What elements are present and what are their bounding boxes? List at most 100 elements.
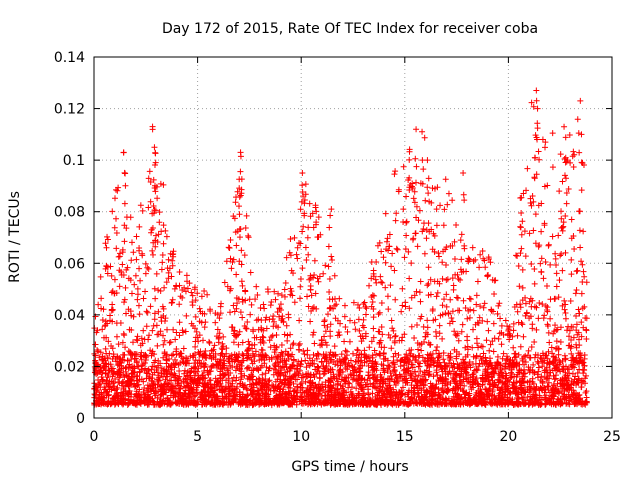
data-point-435 bbox=[559, 267, 566, 274]
data-point-27 bbox=[108, 272, 115, 279]
data-point-2588 bbox=[522, 352, 529, 359]
data-point-4297 bbox=[552, 365, 559, 372]
data-point-1903 bbox=[575, 306, 582, 313]
data-point-4705 bbox=[197, 396, 204, 403]
data-point-4492 bbox=[330, 371, 337, 378]
data-point-2132 bbox=[310, 304, 317, 311]
data-point-2173 bbox=[239, 314, 246, 321]
data-point-2627 bbox=[510, 320, 517, 327]
data-point-2928 bbox=[470, 326, 477, 333]
data-point-2707 bbox=[318, 337, 325, 344]
data-point-4775 bbox=[355, 358, 362, 365]
data-point-3529 bbox=[252, 398, 259, 405]
data-point-4518 bbox=[215, 378, 222, 385]
data-point-4446 bbox=[400, 362, 407, 369]
data-point-4417 bbox=[329, 375, 336, 382]
data-point-2743 bbox=[276, 305, 283, 312]
data-point-2289 bbox=[410, 235, 417, 242]
data-point-3123 bbox=[131, 398, 138, 405]
data-point-172 bbox=[296, 340, 303, 347]
data-point-4288 bbox=[419, 397, 426, 404]
data-point-1663 bbox=[485, 271, 492, 278]
data-point-4754 bbox=[207, 352, 214, 359]
data-point-1784 bbox=[432, 316, 439, 323]
data-point-2904 bbox=[411, 188, 418, 195]
data-point-1717 bbox=[389, 360, 396, 367]
data-point-1161 bbox=[263, 325, 270, 332]
data-point-2017 bbox=[531, 266, 538, 273]
data-point-4091 bbox=[257, 364, 264, 371]
y-tick-label-5: 0.1 bbox=[63, 153, 85, 169]
data-point-4419 bbox=[219, 395, 226, 402]
data-point-1307 bbox=[435, 253, 442, 260]
data-point-2215 bbox=[576, 336, 583, 343]
data-point-4118 bbox=[96, 391, 103, 398]
data-point-4889 bbox=[562, 309, 569, 316]
data-point-2518 bbox=[453, 332, 460, 339]
data-point-1567 bbox=[239, 339, 246, 346]
data-point-3936 bbox=[436, 352, 443, 359]
data-point-1469 bbox=[561, 123, 568, 130]
data-point-2844 bbox=[406, 186, 413, 193]
data-point-2499 bbox=[305, 303, 312, 310]
data-point-4523 bbox=[404, 401, 411, 408]
data-point-2002 bbox=[133, 256, 140, 263]
data-point-1854 bbox=[141, 384, 148, 391]
data-point-935 bbox=[425, 292, 432, 299]
data-point-614 bbox=[417, 298, 424, 305]
data-point-1498 bbox=[445, 310, 452, 317]
data-point-2109 bbox=[487, 341, 494, 348]
data-point-4204 bbox=[427, 380, 434, 387]
data-point-489 bbox=[568, 271, 575, 278]
data-point-4227 bbox=[225, 365, 232, 372]
data-point-4157 bbox=[175, 393, 182, 400]
data-point-2921 bbox=[573, 268, 580, 275]
data-point-4661 bbox=[289, 351, 296, 358]
data-point-1642 bbox=[421, 338, 428, 345]
data-point-248 bbox=[579, 261, 586, 268]
data-point-2842 bbox=[294, 255, 301, 262]
data-point-4358 bbox=[518, 386, 525, 393]
data-point-4554 bbox=[439, 396, 446, 403]
data-point-1351 bbox=[391, 171, 398, 178]
data-point-1324 bbox=[424, 317, 431, 324]
data-point-4391 bbox=[308, 372, 315, 379]
data-point-3507 bbox=[109, 373, 116, 380]
data-point-1213 bbox=[350, 299, 357, 306]
data-point-385 bbox=[194, 290, 201, 297]
data-point-1482 bbox=[409, 185, 416, 192]
data-point-1998 bbox=[232, 194, 239, 201]
data-point-1511 bbox=[388, 317, 395, 324]
data-point-3539 bbox=[262, 370, 269, 377]
data-point-1811 bbox=[574, 267, 581, 274]
data-point-2460 bbox=[528, 343, 535, 350]
data-point-4643 bbox=[321, 370, 328, 377]
data-point-4773 bbox=[370, 380, 377, 387]
data-point-4723 bbox=[218, 366, 225, 373]
data-point-4025 bbox=[374, 391, 381, 398]
data-point-2510 bbox=[371, 347, 378, 354]
data-point-697 bbox=[153, 270, 160, 277]
data-point-1836 bbox=[583, 327, 590, 334]
data-point-2729 bbox=[133, 388, 140, 395]
data-point-4491 bbox=[263, 380, 270, 387]
data-point-4851 bbox=[423, 235, 430, 242]
data-point-1599 bbox=[393, 210, 400, 217]
data-point-3575 bbox=[305, 360, 312, 367]
data-point-4611 bbox=[293, 389, 300, 396]
data-point-2285 bbox=[562, 134, 569, 141]
data-point-2300 bbox=[334, 332, 341, 339]
data-point-2649 bbox=[433, 206, 440, 213]
data-point-2964 bbox=[489, 338, 496, 345]
data-point-4272 bbox=[331, 351, 338, 358]
data-point-1959 bbox=[517, 223, 524, 230]
data-point-4275 bbox=[534, 371, 541, 378]
data-point-2014 bbox=[123, 214, 130, 221]
data-point-2438 bbox=[179, 327, 186, 334]
data-point-993 bbox=[484, 318, 491, 325]
data-point-1988 bbox=[405, 177, 412, 184]
data-point-3693 bbox=[306, 387, 313, 394]
data-point-4764 bbox=[119, 351, 126, 358]
data-point-4646 bbox=[430, 373, 437, 380]
